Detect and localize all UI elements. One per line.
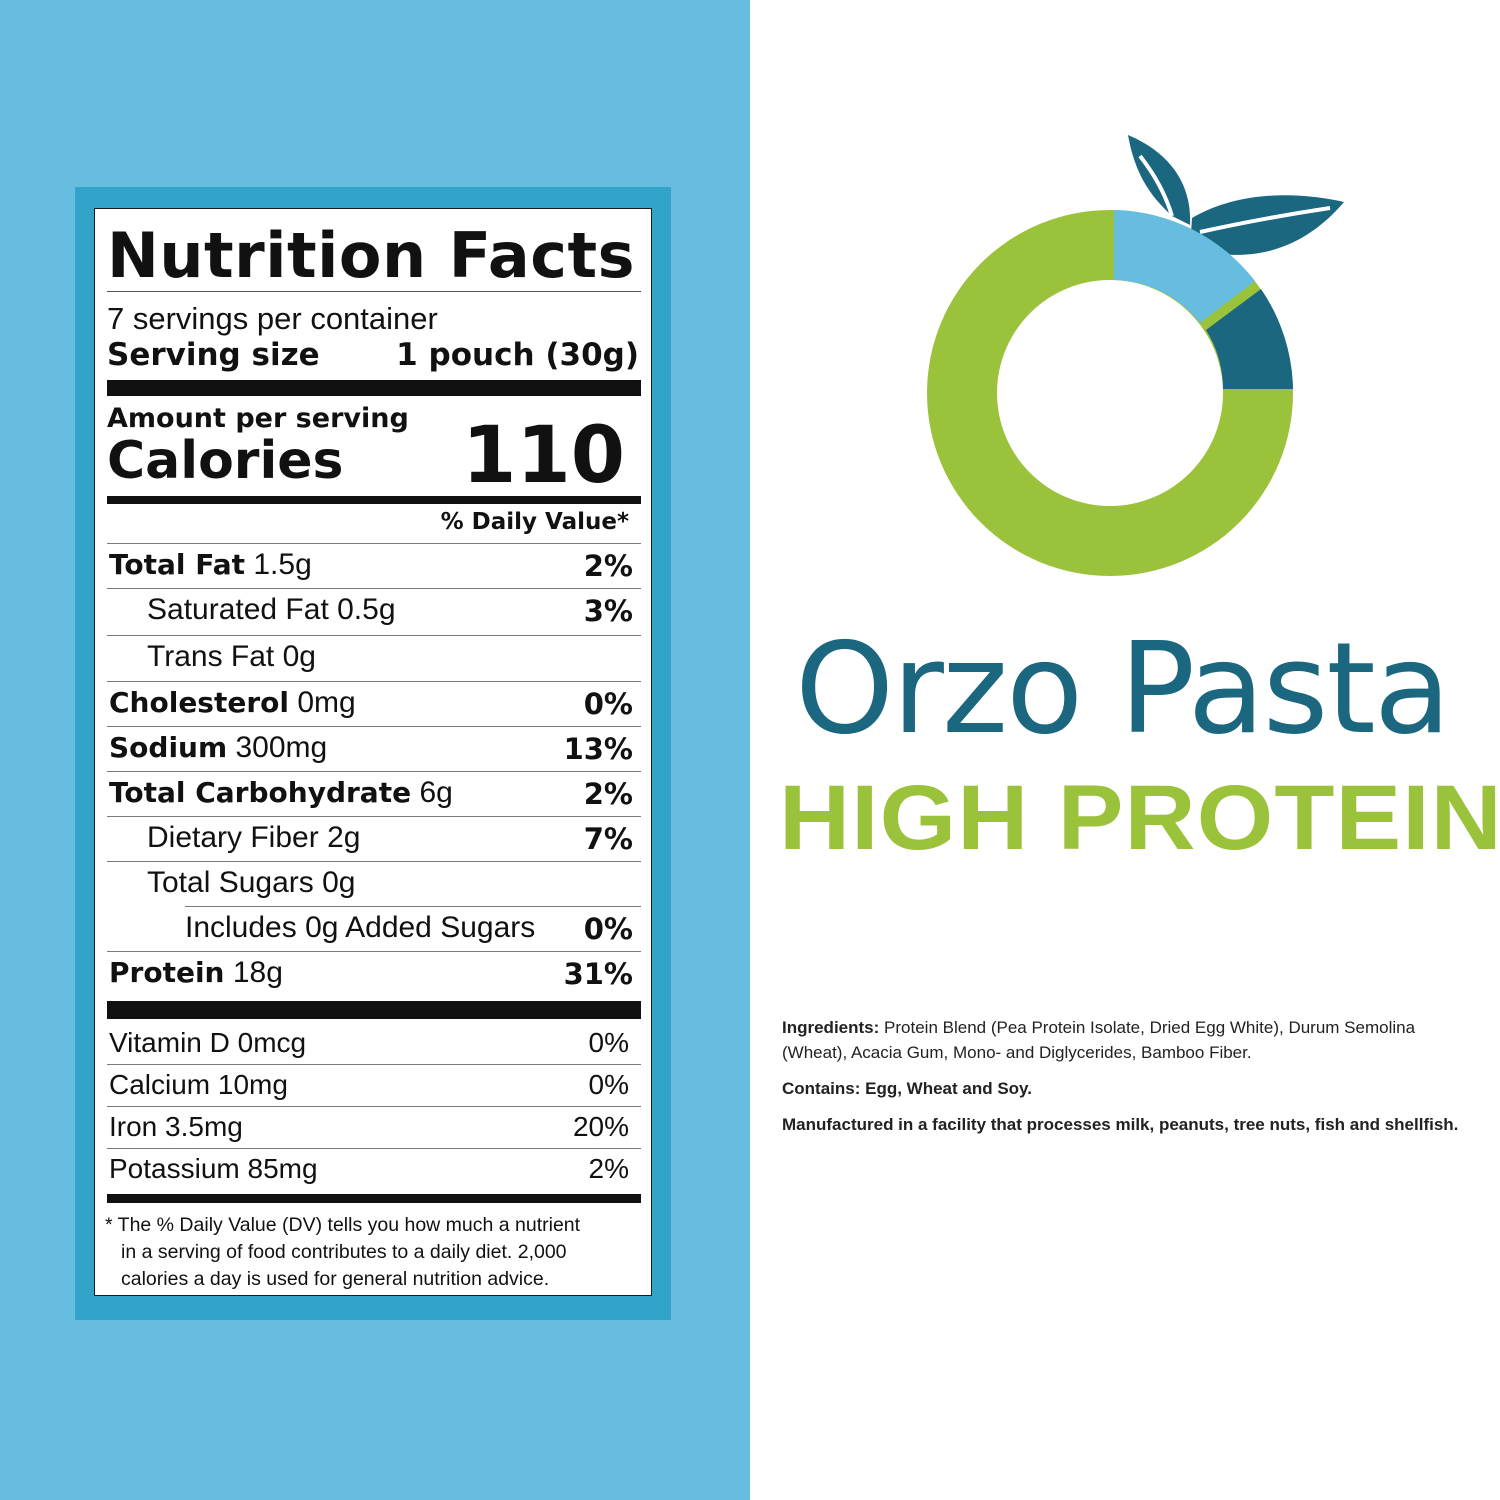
vitamin-dv: 20%: [572, 1111, 629, 1142]
nutrient-row-saturated-fat: Saturated Fat 0.5g 3%: [107, 588, 641, 633]
nutrient-amount: 0g: [322, 866, 356, 899]
nutrient-amount: 1.5g: [253, 548, 312, 581]
nutrient-amount: 0mg: [297, 686, 356, 719]
nutrient-name: Total Fat: [109, 548, 246, 581]
vitamin-label: Vitamin D 0mcg: [109, 1027, 307, 1058]
ingredients-paragraph: Ingredients: Protein Blend (Pea Protein …: [782, 1015, 1482, 1065]
nutrient-row-added-sugars: Includes 0g Added Sugars 0%: [185, 906, 641, 951]
nutrient-row-total-sugars: Total Sugars 0g: [107, 861, 641, 906]
brand-logo: [927, 135, 1344, 576]
nutrient-amount: 2g: [327, 821, 361, 854]
nutrient-dv: 0%: [583, 912, 633, 946]
nutrient-dv: 2%: [583, 777, 633, 811]
nutrient-row-protein: Protein 18g 31%: [107, 951, 641, 996]
nutrient-row-total-carbohydrate: Total Carbohydrate 6g 2%: [107, 771, 641, 816]
vitamin-row: Potassium 85mg 2%: [107, 1148, 641, 1190]
serving-size-label: Serving size: [107, 337, 320, 373]
nutrient-name: Saturated Fat: [147, 593, 329, 626]
nutrient-dv: 7%: [583, 822, 633, 856]
nutrient-dv: 2%: [583, 549, 633, 583]
product-tagline: HIGH PROTEIN: [779, 767, 1500, 869]
nutrition-facts-title: Nutrition Facts: [107, 219, 636, 292]
daily-value-footnote: * The % Daily Value (DV) tells you how m…: [105, 1212, 625, 1293]
amount-per-serving: Amount per serving: [107, 403, 409, 434]
vitamin-label: Calcium 10mg: [109, 1069, 288, 1100]
nutrient-dv: 31%: [563, 957, 633, 991]
serving-size-value: 1 pouch (30g): [396, 337, 639, 373]
calories-label: Calories: [107, 431, 344, 491]
nutrient-name: Total Sugars: [147, 866, 314, 899]
nutrient-amount: 18g: [232, 956, 283, 989]
nutrient-row-trans-fat: Trans Fat 0g: [107, 635, 641, 680]
nutrient-name: Dietary Fiber: [147, 821, 319, 854]
allergens-contains: Contains: Egg, Wheat and Soy.: [782, 1079, 1032, 1098]
ingredients-text: Protein Blend (Pea Protein Isolate, Drie…: [782, 1018, 1416, 1062]
thick-divider: [107, 380, 641, 396]
nutrient-row-total-fat: Total Fat 1.5g 2%: [107, 543, 641, 588]
logo-dark-segment: [1206, 289, 1293, 389]
vitamin-dv: 2%: [588, 1153, 629, 1184]
footnote-line: * The % Daily Value (DV) tells you how m…: [105, 1214, 581, 1236]
nutrient-amount: 300mg: [235, 731, 328, 764]
leaves-icon: [1128, 135, 1344, 255]
vitamin-label: Iron 3.5mg: [109, 1111, 243, 1142]
facility-statement: Manufactured in a facility that processe…: [782, 1115, 1459, 1134]
logo-light-segment: [1114, 210, 1255, 323]
nutrient-dv: 0%: [583, 687, 633, 721]
vitamin-row: Iron 3.5mg 20%: [107, 1106, 641, 1148]
nutrient-row-cholesterol: Cholesterol 0mg 0%: [107, 681, 641, 726]
divider: [107, 291, 641, 292]
daily-value-header: % Daily Value*: [440, 509, 629, 535]
medium-divider: [107, 496, 641, 504]
vitamin-dv: 0%: [588, 1069, 629, 1100]
servings-per-container: 7 servings per container: [107, 301, 438, 336]
nutrient-amount: 6g: [419, 776, 453, 809]
nutrient-name: Trans Fat: [147, 640, 275, 673]
ingredients-block: Ingredients: Protein Blend (Pea Protein …: [782, 1015, 1482, 1148]
medium-divider: [107, 1194, 641, 1203]
nutrient-name: Cholesterol: [109, 686, 289, 719]
nutrient-amount: 0.5g: [337, 593, 396, 626]
thick-divider: [107, 1001, 641, 1019]
nutrient-row-sodium: Sodium 300mg 13%: [107, 726, 641, 771]
vitamin-label: Potassium 85mg: [109, 1153, 318, 1184]
ingredients-label: Ingredients:: [782, 1018, 880, 1037]
nutrient-name: Protein: [109, 956, 225, 989]
nutrient-row-dietary-fiber: Dietary Fiber 2g 7%: [107, 816, 641, 861]
nutrient-dv: 13%: [563, 732, 633, 766]
nutrient-amount: 0g: [282, 640, 316, 673]
nutrient-dv: 3%: [583, 594, 633, 628]
footnote-line: calories a day is used for general nutri…: [121, 1268, 550, 1290]
vitamin-dv: 0%: [588, 1027, 629, 1058]
nutrient-name: Sodium: [109, 731, 228, 764]
vitamin-row: Vitamin D 0mcg 0%: [107, 1023, 641, 1065]
calories-value: 110: [462, 411, 625, 501]
product-name: Orzo Pasta: [795, 615, 1451, 762]
nutrition-facts-label: Nutrition Facts 7 servings per container…: [94, 208, 652, 1296]
nutrient-name: Includes 0g Added Sugars: [185, 911, 536, 944]
footnote-line: in a serving of food contributes to a da…: [121, 1241, 567, 1263]
nutrient-name: Total Carbohydrate: [109, 776, 412, 809]
vitamin-row: Calcium 10mg 0%: [107, 1064, 641, 1106]
